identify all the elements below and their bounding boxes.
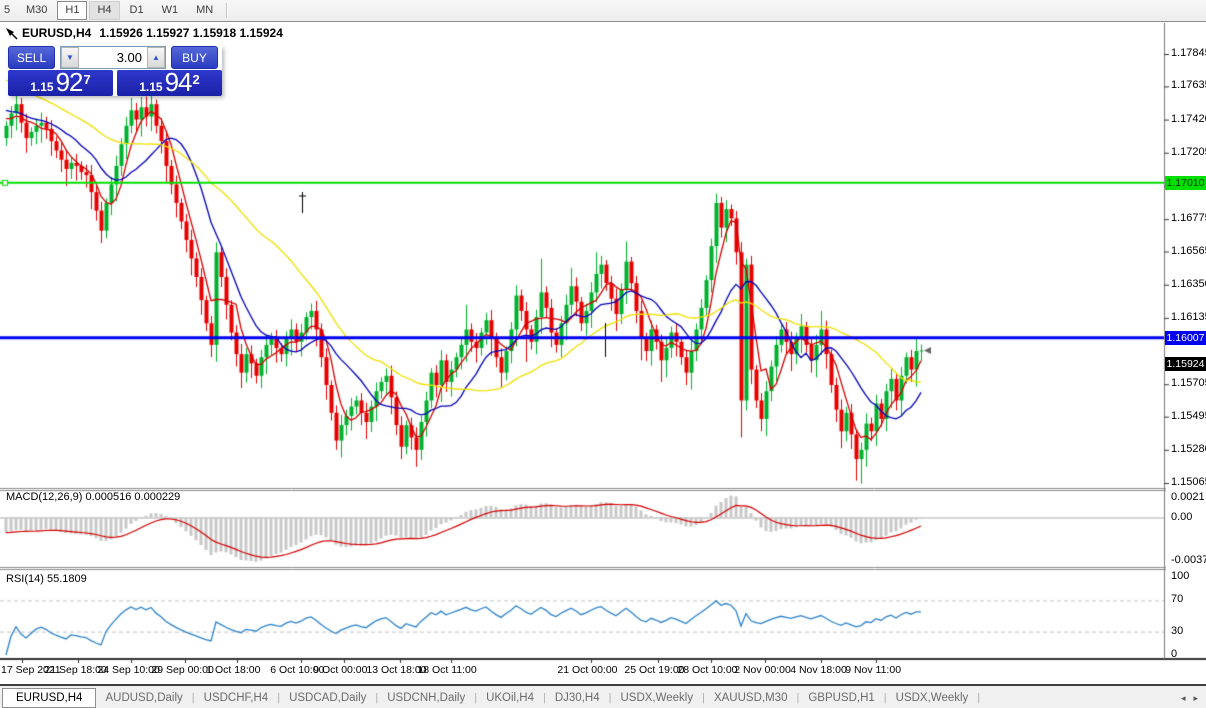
time-axis-label: 13 Oct 18:00	[366, 664, 427, 676]
buy-price-sup: 2	[192, 72, 200, 87]
time-axis-label: 21 Sep 18:00	[44, 664, 107, 676]
tab-scroll-left-icon[interactable]: ◂	[1180, 692, 1186, 703]
macd-axis-top: 0.0021	[1171, 491, 1205, 503]
time-axis-label: 18 Oct 11:00	[417, 664, 477, 676]
tab-separator: |	[608, 692, 612, 704]
time-axis-label: 9 Nov 11:00	[845, 664, 902, 676]
volume-decrease-icon[interactable]: ▼	[61, 47, 79, 68]
chart-tab-usdx-weekly[interactable]: USDX,Weekly	[620, 692, 694, 704]
buy-button[interactable]: BUY	[171, 46, 218, 69]
current-price-label: 1.15924	[1165, 357, 1206, 372]
toolbar-separator	[226, 3, 229, 18]
time-axis-label: 6 Oct 10:00	[270, 664, 325, 676]
chart-ohlc-quotes: 1.15926 1.15927 1.15918 1.15924	[99, 26, 283, 40]
price-axis-tick: 1.17420	[1171, 112, 1206, 125]
timeframe-button-5[interactable]: 5	[4, 4, 11, 16]
volume-increase-icon[interactable]: ▲	[147, 47, 165, 68]
time-axis-label: 25 Oct 19:00	[624, 664, 685, 676]
timeframe-button-MN[interactable]: MN	[196, 4, 214, 16]
timeframe-button-H4[interactable]: H4	[89, 1, 120, 20]
chart-tab-bar: EURUSD,H4 AUDUSD,Daily | USDCHF,H4 | USDCAD,D…	[0, 684, 1206, 708]
chart-title-row: EURUSD,H4 1.15926 1.15927 1.15918 1.1592…	[5, 26, 283, 40]
timeframe-toolbar: 5 M30 H1 H4 D1 W1 MN	[0, 0, 1206, 22]
macd-indicator-label: MACD(12,26,9) 0.000516 0.000229	[6, 491, 181, 503]
blue-line-price-label: 1.16007	[1165, 330, 1206, 345]
price-axis-tick: 1.17845	[1171, 47, 1206, 59]
tab-separator: |	[702, 692, 705, 704]
price-axis-tick: 1.17205	[1171, 145, 1206, 158]
time-axis-label: 28 Oct 10:00	[677, 664, 738, 676]
tab-separator: |	[543, 692, 546, 704]
chart-tab-eurusd-h4[interactable]: EURUSD,H4	[2, 688, 97, 708]
chart-tab-usdx-weekly[interactable]: USDX,Weekly	[895, 692, 969, 704]
time-axis-label: 21 Oct 00:00	[557, 664, 618, 676]
time-axis-label: 9 Oct 00:00	[313, 664, 368, 676]
chart-tab-xauusd-m30[interactable]: XAUUSD,M30	[713, 692, 788, 704]
chart-icon	[6, 27, 18, 39]
chart-tab-gbpusd-h1[interactable]: GBPUSD,H1	[808, 692, 875, 704]
tab-separator: |	[375, 692, 379, 704]
chart-symbol-period: EURUSD,H4	[22, 26, 92, 40]
time-axis-label: 2 Nov 00:00	[734, 664, 791, 676]
chart-tab-ukoil-h4[interactable]: UKOil,H4	[486, 692, 534, 704]
tab-separator: |	[474, 692, 478, 704]
price-axis-tick: 1.16775	[1171, 212, 1206, 225]
time-axis-label: 4 Nov 18:00	[790, 664, 847, 676]
timeframe-button-M30[interactable]: M30	[26, 4, 48, 16]
timeframe-button-D1[interactable]: D1	[129, 4, 144, 16]
time-axis-label: 29 Sep 00:00	[151, 664, 214, 676]
price-axis-tick: 1.15280	[1171, 442, 1206, 455]
volume-stepper: ▼ ▲	[60, 46, 166, 69]
timeframe-button-H1[interactable]: H1	[57, 1, 88, 20]
price-axis-tick: 1.15065	[1171, 476, 1206, 488]
tab-separator: |	[883, 692, 887, 704]
timeframe-button-W1[interactable]: W1	[161, 4, 179, 16]
rsi-axis-tick: 70	[1171, 593, 1184, 606]
green-line-price-label: 1.17010	[1165, 175, 1206, 190]
time-axis-label: 17 Sep 2021	[1, 664, 61, 676]
chart-canvas[interactable]	[0, 23, 1206, 663]
tab-scroll-nav: ◂ ▸	[1181, 693, 1198, 704]
tab-separator: |	[977, 692, 981, 704]
macd-axis-bottom: -0.003798	[1171, 554, 1206, 566]
sell-price-display[interactable]: 1.15 92 7	[8, 67, 113, 97]
chart-tab-dj30-h4[interactable]: DJ30,H4	[554, 692, 600, 704]
macd-axis-zero: 0.00	[1171, 510, 1193, 523]
price-axis-tick: 1.15705	[1171, 377, 1206, 390]
sell-button[interactable]: SELL	[8, 46, 55, 69]
chart-tab-usdchf-h4[interactable]: USDCHF,H4	[203, 692, 269, 704]
rsi-axis-tick: 100	[1171, 570, 1190, 582]
time-axis-label: 24 Sep 10:00	[97, 664, 160, 676]
price-axis-tick: 1.15495	[1171, 409, 1206, 422]
buy-price-big: 94	[164, 67, 193, 97]
volume-input[interactable]	[79, 47, 147, 68]
chart-tab-usdcad-daily[interactable]: USDCAD,Daily	[289, 692, 367, 704]
sell-price-big: 92	[55, 67, 84, 97]
chart-tab-usdcnh-daily[interactable]: USDCNH,Daily	[387, 692, 466, 704]
sell-price-small: 1.15	[30, 80, 54, 94]
sell-price-sup: 7	[83, 72, 91, 87]
tab-separator: |	[796, 692, 800, 704]
rsi-axis-tick: 0	[1171, 648, 1178, 660]
time-axis-label: 1 Oct 18:00	[206, 664, 261, 676]
tab-separator: |	[277, 692, 281, 704]
buy-price-small: 1.15	[139, 80, 163, 94]
tab-scroll-right-icon[interactable]: ▸	[1193, 692, 1198, 703]
price-axis-tick: 1.16350	[1171, 277, 1206, 290]
price-axis-tick: 1.16565	[1171, 244, 1206, 257]
rsi-indicator-label: RSI(14) 55.1809	[6, 573, 87, 585]
tab-separator: |	[191, 692, 195, 704]
chart-tab-audusd-daily[interactable]: AUDUSD,Daily	[105, 692, 183, 704]
price-axis-tick: 1.16135	[1171, 310, 1206, 323]
rsi-axis-tick: 30	[1171, 624, 1184, 637]
buy-price-display[interactable]: 1.15 94 2	[117, 67, 222, 97]
one-click-trade-widget: SELL ▼ ▲ BUY 1.15 92 7 1.15 94 2	[8, 46, 222, 96]
price-axis-tick: 1.17635	[1171, 79, 1206, 92]
